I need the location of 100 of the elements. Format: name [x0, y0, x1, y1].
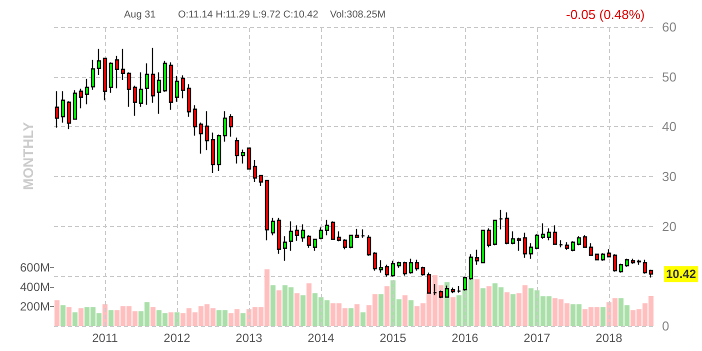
candlestick: [492, 220, 498, 246]
candlestick: [630, 258, 636, 264]
candlestick: [438, 290, 444, 299]
candlestick: [126, 72, 132, 108]
candlestick: [432, 284, 438, 296]
candlestick: [288, 220, 294, 252]
y-tick-label: 50: [662, 69, 676, 84]
bar: [276, 290, 282, 326]
candlestick: [612, 254, 618, 272]
candlestick: [372, 252, 378, 272]
x-tick-label: 2018: [596, 331, 623, 345]
candlestick: [486, 228, 492, 248]
x-tick-label: 2015: [380, 331, 407, 345]
candlestick: [444, 285, 450, 298]
bar: [60, 305, 66, 326]
x-tick-label: 2013: [236, 331, 263, 345]
y2-tick-label: 200M: [20, 300, 50, 314]
candlestick: [570, 240, 576, 252]
candlestick: [276, 217, 282, 254]
candlestick: [204, 110, 210, 151]
x-tick-label: 2014: [308, 331, 335, 345]
candlestick: [606, 248, 612, 258]
candlestick: [174, 75, 180, 102]
candlestick: [396, 261, 402, 268]
candlestick: [156, 72, 162, 114]
candlestick: [78, 88, 84, 109]
candlestick: [504, 212, 510, 245]
candlestick: [534, 234, 540, 250]
y2-tick-label: 600M: [20, 260, 50, 275]
candlestick: [450, 287, 456, 294]
y2-tick-label: 400M: [20, 280, 50, 294]
candlestick: [600, 252, 606, 262]
candlestick: [54, 90, 60, 128]
candlestick: [72, 90, 78, 120]
bar: [168, 312, 174, 326]
y-tick-label: 20: [662, 218, 676, 234]
candlestick: [474, 249, 480, 266]
candlestick: [414, 259, 420, 272]
bar: [408, 300, 414, 326]
candlestick: [186, 84, 192, 118]
candlestick: [162, 60, 168, 92]
candlestick: [540, 222, 546, 240]
candlestick: [246, 147, 252, 170]
x-tick-label: 2012: [164, 331, 191, 345]
bar: [384, 286, 390, 326]
candlestick: [348, 234, 354, 249]
candlestick: [552, 224, 558, 245]
y-tick-label: 60: [662, 20, 676, 34]
bar: [54, 300, 60, 326]
candlestick: [384, 264, 390, 278]
annotation: 10.42: [666, 267, 696, 282]
bar: [600, 307, 606, 326]
candlestick: [366, 234, 372, 256]
bar: [480, 288, 486, 326]
candlestick: [84, 78, 90, 105]
candlestick: [312, 238, 318, 252]
text: O:11.14 H:11.29 L:9.72 C:10.42: [178, 10, 319, 20]
candlestick: [648, 269, 654, 278]
bar: [294, 293, 300, 326]
candlestick: [294, 224, 300, 242]
candlestick: [378, 260, 384, 274]
bar: [270, 285, 276, 326]
candlestick: [402, 261, 408, 276]
candlestick: [240, 148, 246, 164]
bar: [72, 312, 78, 326]
candlestick: [258, 174, 264, 187]
candlestick: [558, 240, 564, 248]
y-tick-label: 0: [662, 318, 670, 334]
y-tick-label: 30: [662, 169, 676, 184]
bar: [108, 310, 114, 326]
candlestick: [132, 85, 138, 116]
candlestick: [456, 286, 462, 294]
text: Vol:308.25M: [330, 10, 386, 20]
bar: [486, 286, 492, 326]
bar: [66, 307, 72, 326]
candlestick: [354, 228, 360, 238]
candlestick: [198, 122, 204, 154]
candlestick: [306, 234, 312, 248]
bar: [474, 279, 480, 326]
candlestick: [390, 260, 396, 278]
candlestick: [408, 258, 414, 274]
candlestick: [318, 226, 324, 240]
candlestick: [360, 228, 366, 238]
candlestick: [564, 242, 570, 250]
candlestick: [264, 180, 270, 241]
candlestick: [498, 209, 504, 230]
candlestick: [216, 134, 222, 172]
candlestick: [576, 236, 582, 246]
candlestick: [114, 55, 120, 89]
candlestick: [342, 238, 348, 250]
x-tick-label: 2011: [92, 331, 118, 345]
bar: [354, 304, 360, 326]
candlestick: [618, 263, 624, 274]
candlestick: [270, 217, 276, 236]
candlestick: [120, 48, 126, 80]
candlestick: [228, 114, 234, 138]
x-tick-label: 2016: [452, 331, 479, 345]
candlestick: [528, 242, 534, 260]
y-tick-label: 40: [662, 119, 676, 134]
candlestick: [222, 110, 228, 142]
